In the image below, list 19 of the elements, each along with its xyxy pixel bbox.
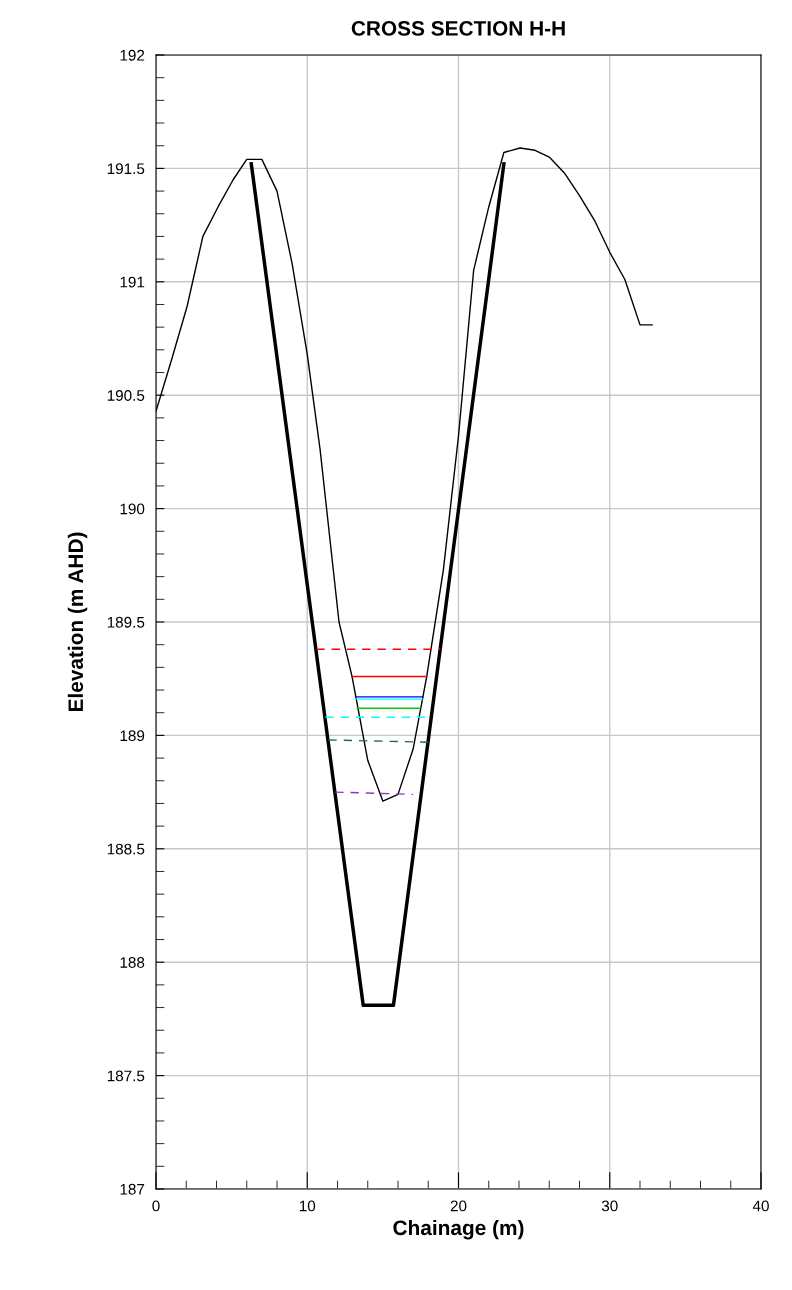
x-axis-title: Chainage (m) [393,1219,524,1240]
y-tick-label: 190.5 [107,390,145,401]
x-tick-label: 0 [152,1200,160,1212]
x-tick-label: 20 [450,1200,467,1212]
y-tick-label: 188 [120,957,145,968]
y-tick-label: 187 [120,1183,145,1195]
y-axis-title: Elevation (m AHD) [67,532,88,712]
y-tick-label: 189.5 [107,616,145,628]
y-tick-label: 191.5 [107,163,145,175]
y-tick-label: 188.5 [107,843,145,855]
x-tick-label: 30 [601,1200,618,1212]
x-tick-label: 40 [752,1200,769,1212]
chart-title: CROSS SECTION H-H [351,21,565,36]
y-tick-label: 192 [120,49,145,61]
y-tick-label: 189 [120,730,145,742]
y-tick-label: 190 [120,503,145,515]
y-tick-label: 191 [120,276,145,288]
x-tick-label: 10 [299,1200,316,1212]
y-tick-label: 187.5 [107,1070,145,1082]
